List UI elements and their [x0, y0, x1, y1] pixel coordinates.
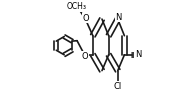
Text: OCH₃: OCH₃ — [67, 2, 87, 11]
Text: N: N — [135, 50, 141, 59]
Text: Cl: Cl — [114, 82, 122, 91]
Text: O: O — [82, 52, 88, 61]
Text: O: O — [82, 14, 89, 23]
Text: N: N — [115, 13, 121, 22]
